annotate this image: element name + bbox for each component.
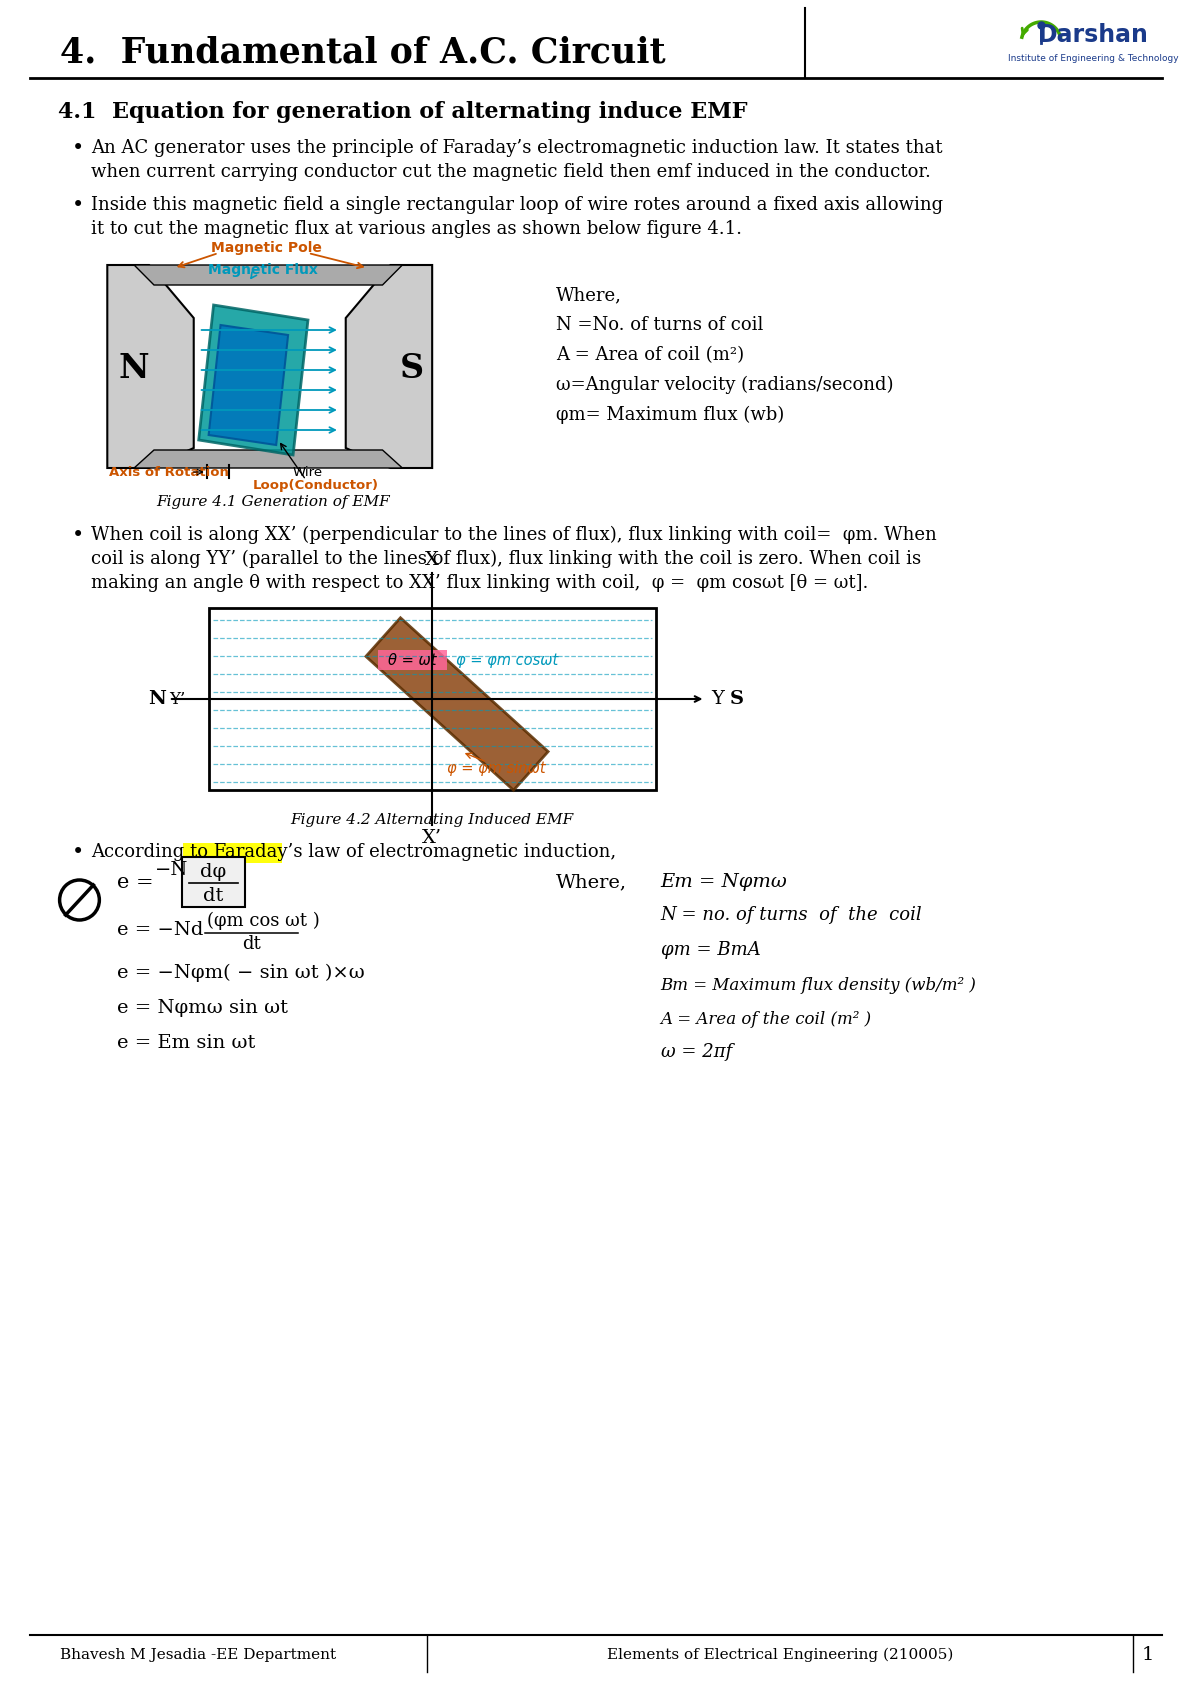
Text: ω = 2πf: ω = 2πf [661, 1043, 732, 1061]
Text: (φm cos ωt ): (φm cos ωt ) [206, 912, 319, 931]
Text: φ = φm cosωt: φ = φm cosωt [456, 652, 558, 667]
Text: φm= Maximum flux (wb): φm= Maximum flux (wb) [557, 406, 785, 424]
Text: it to cut the magnetic flux at various angles as shown below figure 4.1.: it to cut the magnetic flux at various a… [91, 221, 743, 238]
Text: Axis of Rotation: Axis of Rotation [109, 465, 229, 479]
Text: Loop(Conductor): Loop(Conductor) [253, 479, 379, 491]
Text: Wire: Wire [293, 465, 323, 479]
Text: e = Em sin ωt: e = Em sin ωt [118, 1034, 256, 1053]
Text: Institute of Engineering & Technology: Institute of Engineering & Technology [1008, 54, 1178, 63]
Text: When coil is along XX’ (perpendicular to the lines of flux), flux linking with c: When coil is along XX’ (perpendicular to… [91, 526, 937, 543]
Text: N = no. of turns  of  the  coil: N = no. of turns of the coil [661, 907, 923, 924]
Text: •: • [72, 842, 84, 863]
FancyBboxPatch shape [378, 650, 448, 671]
Text: X’: X’ [422, 829, 443, 847]
Polygon shape [199, 306, 308, 455]
Text: dt: dt [242, 936, 260, 953]
Polygon shape [134, 265, 402, 285]
Text: Bhavesh M Jesadia -EE Department: Bhavesh M Jesadia -EE Department [60, 1649, 336, 1662]
Bar [366, 618, 548, 790]
Text: e = −Nd: e = −Nd [118, 920, 204, 939]
Polygon shape [107, 265, 193, 469]
Text: A = Area of the coil (m² ): A = Area of the coil (m² ) [661, 1012, 871, 1029]
Text: Y: Y [710, 689, 724, 708]
Text: Where,: Where, [557, 873, 628, 891]
Text: Em = Nφmω: Em = Nφmω [661, 873, 787, 891]
Text: A = Area of coil (m²): A = Area of coil (m²) [557, 346, 744, 363]
Text: φ = φm sinωt: φ = φm sinωt [448, 761, 546, 776]
Text: e = −Nφm( − sin ωt )×ω: e = −Nφm( − sin ωt )×ω [118, 964, 365, 981]
Text: Bm = Maximum flux density (wb/m² ): Bm = Maximum flux density (wb/m² ) [661, 976, 977, 993]
Text: Inside this magnetic field a single rectangular loop of wire rotes around a fixe: Inside this magnetic field a single rect… [91, 195, 943, 214]
Text: Darshan: Darshan [1038, 24, 1148, 48]
Text: Magnetic Flux: Magnetic Flux [209, 263, 318, 277]
Polygon shape [346, 265, 432, 469]
Text: 4.  Fundamental of A.C. Circuit: 4. Fundamental of A.C. Circuit [60, 36, 665, 70]
Text: N: N [148, 689, 166, 708]
Text: An AC generator uses the principle of Faraday’s electromagnetic induction law. I: An AC generator uses the principle of Fa… [91, 139, 943, 156]
Text: e = Nφmω sin ωt: e = Nφmω sin ωt [118, 998, 288, 1017]
Text: ω=Angular velocity (radians/second): ω=Angular velocity (radians/second) [557, 375, 894, 394]
Text: when current carrying conductor cut the magnetic field then emf induced in the c: when current carrying conductor cut the … [91, 163, 931, 182]
Text: making an angle θ with respect to XX’ flux linking with coil,  φ =  φm cosωt [θ : making an angle θ with respect to XX’ fl… [91, 574, 869, 593]
Text: S: S [730, 689, 744, 708]
Text: •: • [72, 138, 84, 158]
Text: According to Faraday’s law of electromagnetic induction,: According to Faraday’s law of electromag… [91, 842, 617, 861]
Text: S: S [401, 351, 425, 384]
Text: Figure 4.1 Generation of EMF: Figure 4.1 Generation of EMF [156, 496, 390, 509]
Text: 4.1  Equation for generation of alternating induce EMF: 4.1 Equation for generation of alternati… [58, 100, 748, 122]
Bar [209, 608, 655, 790]
Polygon shape [209, 324, 288, 445]
Text: Magnetic Pole: Magnetic Pole [211, 241, 322, 255]
Text: e =: e = [118, 873, 154, 891]
Text: coil is along YY’ (parallel to the lines of flux), flux linking with the coil is: coil is along YY’ (parallel to the lines… [91, 550, 922, 569]
Text: •: • [72, 195, 84, 216]
Text: N =No. of turns of coil: N =No. of turns of coil [557, 316, 763, 335]
Text: −N: −N [155, 861, 188, 880]
FancyBboxPatch shape [182, 857, 245, 907]
Text: dφ: dφ [200, 863, 227, 881]
Text: dt: dt [204, 886, 223, 905]
FancyBboxPatch shape [182, 842, 282, 863]
Text: X: X [425, 550, 439, 569]
Polygon shape [134, 450, 402, 469]
Text: 1: 1 [1141, 1645, 1153, 1664]
Text: Y’: Y’ [169, 691, 185, 708]
Text: Elements of Electrical Engineering (210005): Elements of Electrical Engineering (2100… [607, 1647, 953, 1662]
Text: •: • [72, 525, 84, 545]
Text: Where,: Where, [557, 285, 623, 304]
Text: θ = ωt: θ = ωt [388, 652, 437, 667]
Text: N: N [119, 351, 150, 384]
Text: φm = BmA: φm = BmA [661, 941, 761, 959]
Text: Figure 4.2 Alternating Induced EMF: Figure 4.2 Alternating Induced EMF [290, 813, 574, 827]
